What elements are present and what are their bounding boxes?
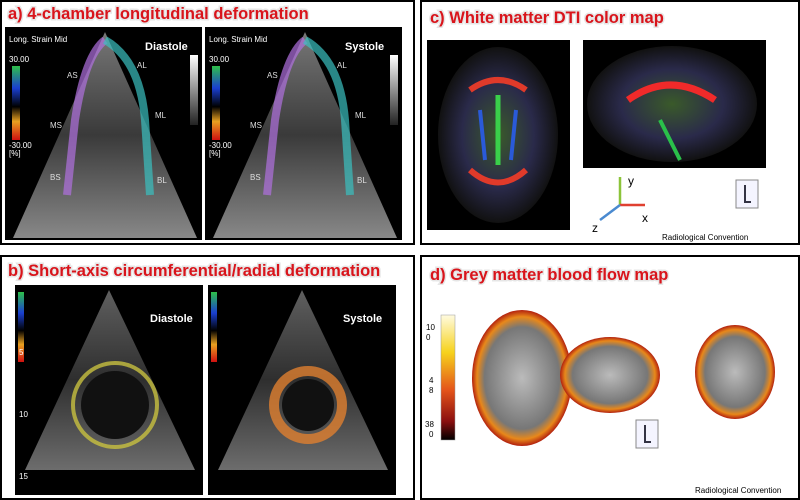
scale-label: -30.00 xyxy=(209,141,232,150)
echo-images: Long. Strain MidDiastole30.00-30.00[%]AS… xyxy=(5,27,402,240)
depth-tick: 5 xyxy=(19,348,24,357)
axis-label: z xyxy=(592,221,598,235)
cavity xyxy=(81,371,149,439)
orientation-icon xyxy=(735,179,759,209)
segment-label: BS xyxy=(250,173,261,182)
panel-title: d) Grey matter blood flow map xyxy=(430,266,668,284)
convention-label: Radiological Convention xyxy=(662,233,748,242)
strain-scale xyxy=(12,66,20,140)
depth-tick: 10 xyxy=(19,410,28,419)
colorbar-label: 8 xyxy=(429,386,434,395)
colorbar-label: 38 xyxy=(425,420,434,429)
segment-label: MS xyxy=(250,121,262,130)
image-header: Long. Strain Mid xyxy=(209,35,267,44)
phase-label: Systole xyxy=(345,41,384,53)
brain-axial xyxy=(472,310,572,446)
colorbar-label: 0 xyxy=(429,430,434,439)
colorbar-label: 10 xyxy=(426,323,435,332)
segment-label: AL xyxy=(137,61,147,70)
colorbar-label: 4 xyxy=(429,376,434,385)
strain-scale xyxy=(211,292,217,362)
strain-scale xyxy=(212,66,220,140)
segment-label: AS xyxy=(267,71,278,80)
convention-label: Radiological Convention xyxy=(695,486,781,495)
segment-label: BL xyxy=(157,176,167,185)
orientation-icon xyxy=(635,419,659,449)
panel-title: c) White matter DTI color map xyxy=(430,9,664,27)
scale-label: [%] xyxy=(9,149,21,158)
segment-label: MS xyxy=(50,121,62,130)
segment-label: AL xyxy=(337,61,347,70)
roi-septal xyxy=(263,36,308,196)
phase-label: Diastole xyxy=(150,313,193,325)
dti-sagittal xyxy=(583,40,766,168)
roi-ring xyxy=(71,361,159,449)
cavity xyxy=(282,379,334,431)
brain-sagittal xyxy=(560,337,660,413)
segment-label: ML xyxy=(155,111,167,120)
gray-scale xyxy=(190,55,198,125)
axis-label: y xyxy=(628,174,634,188)
panel-title: b) Short-axis circumferential/radial def… xyxy=(8,262,380,280)
depth-tick: 15 xyxy=(19,472,28,481)
phase-label: Diastole xyxy=(145,41,188,53)
segment-label: AS xyxy=(67,71,78,80)
segment-label: ML xyxy=(355,111,367,120)
colorbar xyxy=(440,314,456,441)
panel-title: a) 4-chamber longitudinal deformation xyxy=(8,5,309,23)
axis-label: x xyxy=(642,211,648,225)
roi-septal xyxy=(63,36,108,196)
echo-images: Diastole 5 10 15 Systole xyxy=(15,285,396,495)
roi-ring xyxy=(269,366,347,444)
dti-axial xyxy=(427,40,570,230)
segment-label: BS xyxy=(50,173,61,182)
brain-coronal xyxy=(695,325,775,419)
roi-lateral xyxy=(102,36,154,196)
roi-lateral xyxy=(302,36,354,196)
gray-scale xyxy=(390,55,398,125)
colorbar-label: 0 xyxy=(426,333,431,342)
strain-scale xyxy=(18,292,24,362)
scale-label: [%] xyxy=(209,149,221,158)
image-header: Long. Strain Mid xyxy=(9,35,67,44)
scale-label: 30.00 xyxy=(9,55,30,64)
phase-label: Systole xyxy=(343,313,382,325)
axes-icon: y x z xyxy=(592,174,648,235)
segment-label: BL xyxy=(357,176,367,185)
scale-label: 30.00 xyxy=(209,55,230,64)
scale-label: -30.00 xyxy=(9,141,32,150)
